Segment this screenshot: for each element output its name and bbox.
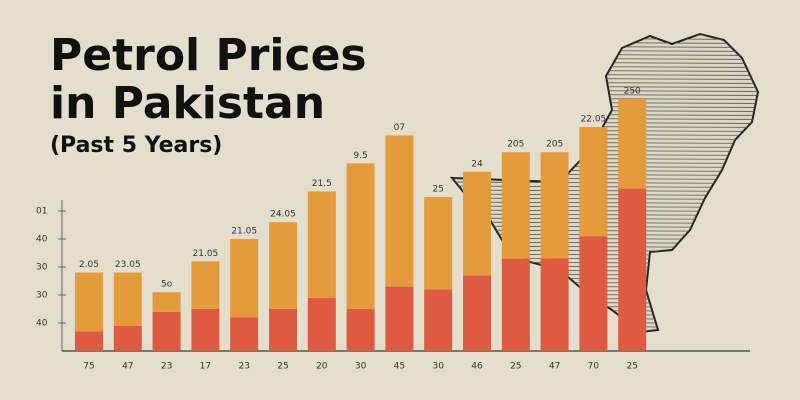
x-tick-label: 70 [588, 362, 600, 372]
bar-segment [191, 309, 220, 351]
x-tick-label: 30 [355, 362, 367, 372]
bar-segment [307, 297, 336, 351]
bar-top-label: 23.05 [115, 260, 141, 270]
bar-segment [424, 197, 453, 290]
x-tick-label: 46 [471, 362, 483, 372]
bar-segment [540, 258, 569, 351]
bar-top-label: 205 [507, 140, 524, 150]
x-tick-label: 47 [122, 362, 133, 372]
bar-segment [152, 292, 181, 312]
bar-segment [501, 152, 530, 259]
y-tick-label: 40 [36, 319, 48, 329]
x-tick-label: 25 [277, 362, 288, 372]
bar-top-label: 25 [432, 185, 443, 195]
bar-segment [346, 163, 375, 309]
bar-segment [75, 331, 103, 351]
bar-top-label: 21.5 [312, 179, 332, 189]
bar-top-label: 5o [161, 280, 173, 290]
bar-segment [230, 239, 259, 318]
bar-top-label: 9.5 [353, 151, 367, 161]
x-tick-label: 23 [238, 362, 249, 372]
bar-segment [113, 325, 142, 351]
bar-segment [579, 236, 608, 351]
bar-segment [346, 309, 375, 351]
bar-segment [540, 152, 569, 259]
x-tick-label: 23 [161, 362, 172, 372]
x-tick-label: 75 [83, 362, 94, 372]
bar-top-label: 07 [394, 123, 405, 133]
chart-subtitle: (Past 5 Years) [50, 133, 222, 158]
bar-segment [75, 272, 103, 332]
bar-segment [113, 272, 142, 326]
bar-segment [152, 311, 181, 351]
y-tick-label: 30 [36, 291, 48, 301]
bar-segment [463, 275, 491, 351]
bar-segment [424, 289, 453, 351]
x-tick-label: 25 [510, 362, 521, 372]
bar-top-label: 22.05 [581, 115, 607, 125]
bar-top-label: 21.05 [231, 227, 257, 237]
bar-segment [269, 222, 297, 309]
bar-segment [501, 258, 530, 351]
bar-segment [579, 127, 608, 237]
bar-segment [385, 135, 414, 287]
x-tick-label: 25 [626, 362, 637, 372]
y-tick-label: 30 [36, 263, 48, 273]
bar-segment [230, 317, 259, 351]
x-tick-label: 45 [394, 362, 405, 372]
bar-segment [463, 171, 491, 276]
bar-top-label: 21.05 [193, 249, 219, 259]
bar-segment [618, 99, 647, 189]
bar-top-label: 2.05 [79, 260, 99, 270]
bar-segment [191, 261, 220, 309]
bar-segment [385, 286, 414, 351]
chart-title-line2: in Pakistan [50, 78, 325, 129]
x-tick-label: 30 [432, 362, 444, 372]
bar-top-label: 205 [546, 140, 563, 150]
bar-segment [269, 309, 297, 351]
bar-top-label: 250 [624, 87, 641, 97]
bar-segment [618, 188, 647, 351]
x-tick-label: 17 [200, 362, 211, 372]
x-tick-label: 20 [316, 362, 328, 372]
bar-top-label: 24.05 [270, 210, 296, 220]
x-tick-label: 47 [549, 362, 560, 372]
bar-segment [307, 191, 336, 298]
bar-top-label: 24 [471, 159, 483, 169]
y-tick-label: 40 [36, 235, 48, 245]
y-tick-label: 01 [36, 207, 47, 217]
chart-title: Petrol Prices [50, 30, 367, 81]
